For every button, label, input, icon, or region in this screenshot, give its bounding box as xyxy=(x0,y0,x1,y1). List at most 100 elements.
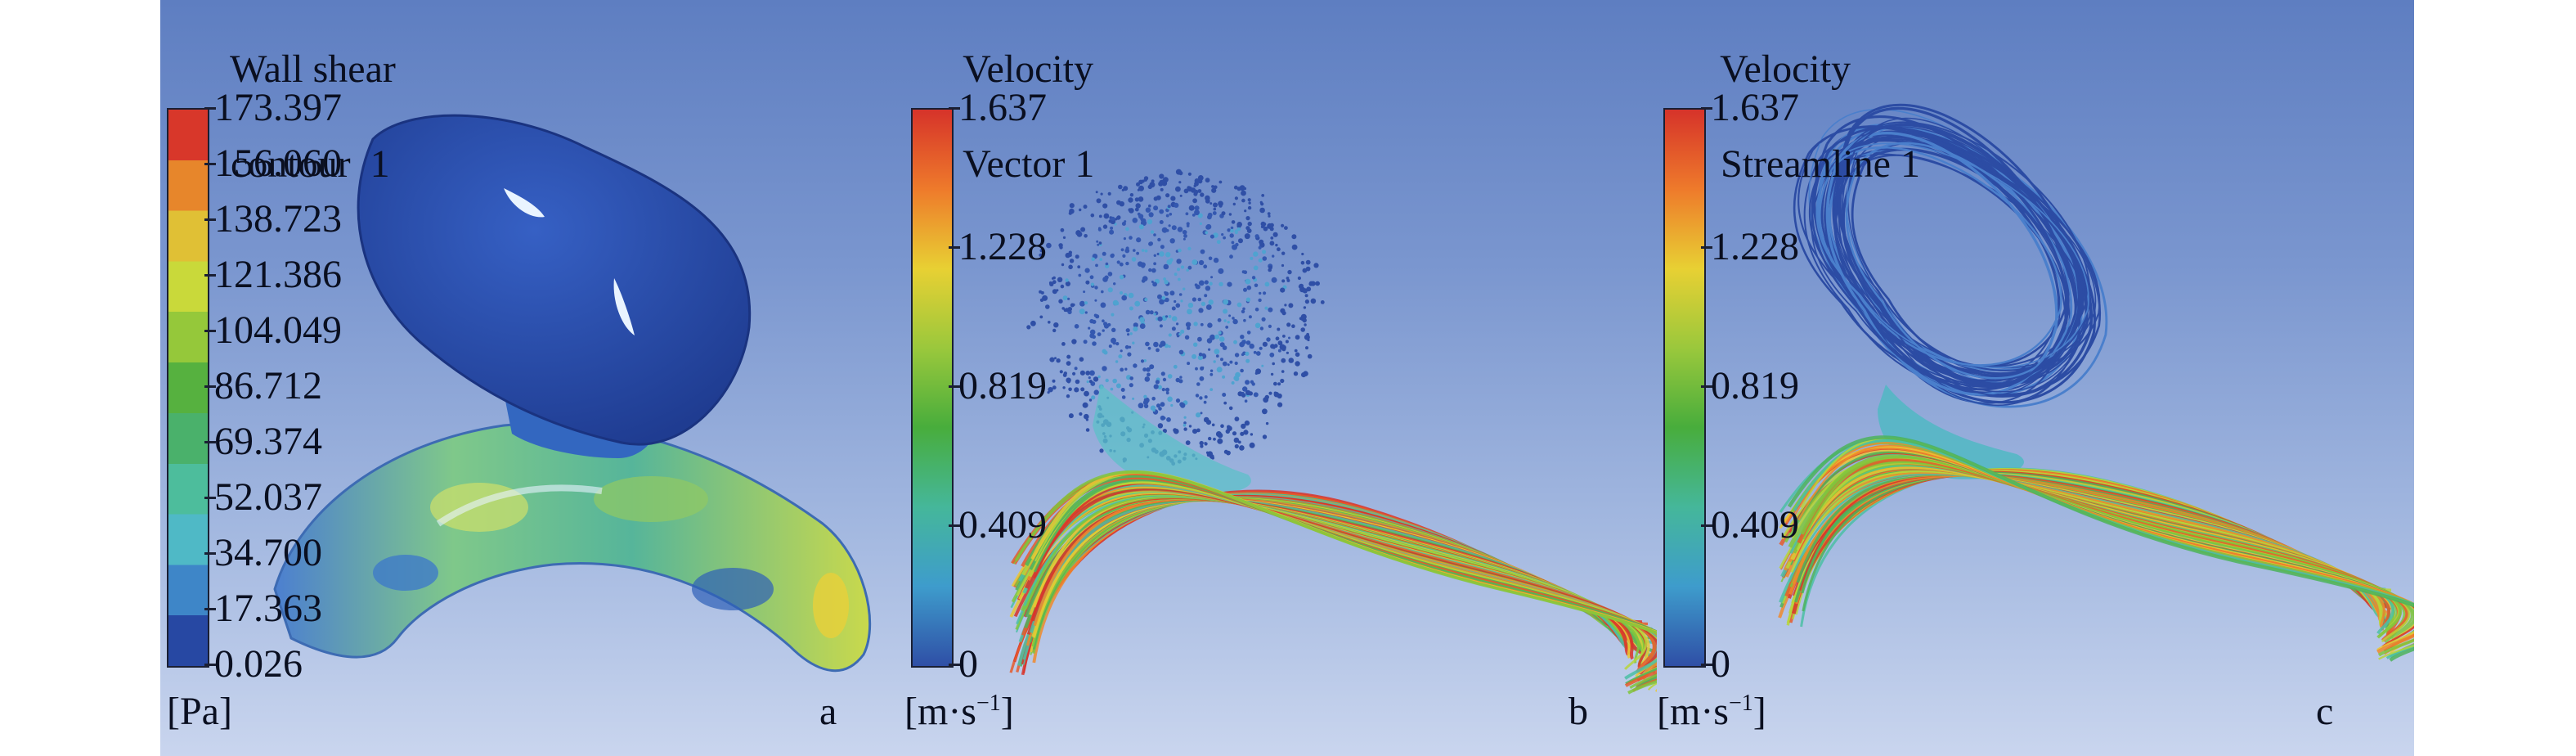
vector-dot xyxy=(1080,387,1085,392)
vector-dot xyxy=(1194,205,1200,211)
streamline-loop xyxy=(1811,153,2089,387)
streamline xyxy=(1787,435,2414,662)
vector-dot xyxy=(1211,187,1217,193)
vector-dot xyxy=(1240,368,1244,373)
vector-dot xyxy=(1171,225,1177,231)
vector-dot xyxy=(1268,391,1272,395)
vector-dot xyxy=(1095,191,1098,194)
vector-dot xyxy=(1178,349,1184,355)
vector-dot xyxy=(1217,433,1223,439)
vector-dot xyxy=(1253,265,1259,271)
vector-dot xyxy=(1259,346,1263,350)
vector-dot xyxy=(1286,351,1289,354)
vector-dot xyxy=(1048,321,1051,324)
vector-dot xyxy=(1111,313,1115,317)
vector-dot xyxy=(1288,303,1294,308)
vector-dot xyxy=(1125,261,1129,266)
vector-dot xyxy=(1167,374,1173,379)
colorbar-tick-label: 138.723 xyxy=(214,197,342,241)
vector-dot xyxy=(1089,275,1094,280)
vector-dot xyxy=(1232,202,1236,206)
streamline-loop xyxy=(1847,117,2071,389)
vector-dot xyxy=(1136,182,1140,187)
vector-dot xyxy=(1179,402,1184,407)
parent-vessel xyxy=(273,422,872,673)
vector-dot xyxy=(1284,226,1288,230)
vector-dot xyxy=(1151,396,1156,401)
vector-dot xyxy=(1173,428,1178,433)
vector-dot xyxy=(1255,351,1261,356)
vector-dot xyxy=(1088,380,1093,384)
vector-dot xyxy=(1209,372,1214,376)
vector-dot xyxy=(1194,178,1200,183)
vector-dot xyxy=(1267,212,1271,215)
vector-dot xyxy=(1061,342,1066,346)
vector-dot xyxy=(1122,254,1126,258)
vector-dot xyxy=(1148,204,1151,208)
vector-dot xyxy=(1239,185,1245,191)
vector-dot xyxy=(1135,203,1141,209)
vector-dot xyxy=(1175,398,1181,403)
vector-dot xyxy=(1039,253,1043,257)
vector-dot xyxy=(1205,178,1210,183)
vector-dot xyxy=(1216,367,1223,373)
vector-dot xyxy=(1140,217,1144,222)
vector-dot xyxy=(1105,262,1109,266)
vector-dot xyxy=(1199,396,1203,400)
vector-dot xyxy=(1231,220,1236,224)
vector-dot xyxy=(1156,348,1160,353)
vector-dot xyxy=(1084,268,1090,273)
panel-a-wall-shear: Wall shear contour 1 173.397 156.060 138.7… xyxy=(160,0,904,756)
vector-dot xyxy=(1049,281,1054,286)
vector-dot xyxy=(1160,415,1165,421)
vector-dot xyxy=(1143,359,1147,362)
vector-dot xyxy=(1285,340,1289,344)
vector-dot xyxy=(1123,237,1126,241)
vector-dot xyxy=(1199,376,1205,381)
vector-dot xyxy=(1120,367,1124,372)
vector-dot xyxy=(1193,342,1198,347)
colorbar-tick-mark xyxy=(949,246,960,249)
vector-dot xyxy=(1134,197,1139,202)
vector-dot xyxy=(1225,326,1229,329)
vector-dot xyxy=(1066,394,1070,398)
vector-dot xyxy=(1241,309,1245,313)
vector-dot xyxy=(1159,324,1163,328)
vector-dot xyxy=(1259,200,1263,204)
vector-dot xyxy=(1147,218,1153,225)
vector-dot xyxy=(1310,281,1316,286)
vector-dot xyxy=(1254,371,1259,375)
vector-dot xyxy=(1121,395,1126,399)
vector-dot xyxy=(1102,224,1108,229)
vector-dot xyxy=(1150,230,1155,234)
vector-dot xyxy=(1124,344,1129,349)
vector-dot xyxy=(1059,370,1063,374)
vector-dot xyxy=(1269,241,1275,246)
vector-dot xyxy=(1241,270,1245,274)
vector-dot xyxy=(1134,207,1139,212)
vector-dot xyxy=(1155,380,1160,385)
vector-dot xyxy=(1062,386,1066,389)
vector-dot xyxy=(1258,258,1263,263)
vector-dot xyxy=(1097,243,1100,246)
colorbar-tick-label: 34.700 xyxy=(214,531,322,574)
vector-dot xyxy=(1049,357,1055,362)
vector-dot xyxy=(1170,196,1176,201)
vector-dot xyxy=(1193,189,1199,195)
vector-dot xyxy=(1133,322,1138,328)
vector-dot xyxy=(1239,445,1245,451)
vector-dot xyxy=(1052,379,1056,383)
vector-dot xyxy=(1300,260,1305,265)
colorbar-tick-label: 173.397 xyxy=(214,86,342,129)
vector-dot xyxy=(1220,424,1224,428)
vector-dot xyxy=(1125,246,1129,250)
vector-dot xyxy=(1241,198,1245,203)
colorbar-tick-label: 0.819 xyxy=(1711,364,1799,407)
vector-dot xyxy=(1066,354,1071,359)
vector-dot xyxy=(1188,425,1192,428)
vector-dot xyxy=(1305,346,1308,350)
vector-dot xyxy=(1112,378,1117,384)
vector-dot xyxy=(1102,277,1108,282)
vector-dot xyxy=(1120,349,1123,353)
vector-dot xyxy=(1079,412,1083,416)
